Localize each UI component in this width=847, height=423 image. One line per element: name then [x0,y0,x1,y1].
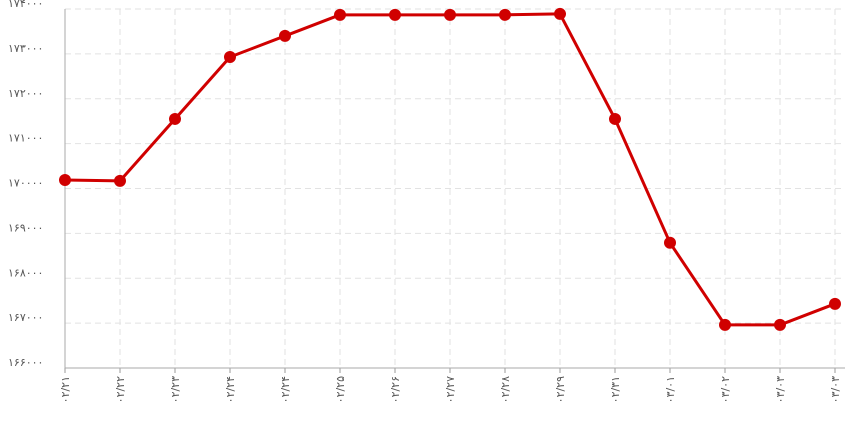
point [719,318,731,331]
x-tick-label: ۰۲/۳۱ [609,376,622,403]
x-tick-label: ۰۲/۲۹ [554,376,567,403]
x-tick-label: ۰۲/۲۲ [114,376,127,403]
y-tick-label: ۱۷۰۰۰۰ [8,177,43,190]
point [554,7,566,20]
y-tick-label: ۱۶۶۰۰۰ [8,356,43,369]
y-tick-label: ۱۶۷۰۰۰ [8,311,43,324]
x-tick-label: ۰۲/۲۸ [499,376,512,403]
point [169,112,181,125]
x-tick-label: ۰۲/۲۶ [389,376,402,403]
point [774,318,786,331]
y-tick-label: ۱۷۴۰۰۰ [8,0,43,10]
point [389,8,401,21]
x-tick-label: ۰۲/۲۳ [169,376,182,403]
point [334,8,346,21]
point [59,173,71,186]
x-tick-label: ۰۲/۲۴ [279,376,292,403]
x-tick-label: ۰۳/۰۱ [664,376,677,403]
point [444,8,456,21]
y-tick-label: ۱۶۹۰۰۰ [8,221,43,234]
y-tick-label: ۱۶۸۰۰۰ [8,266,43,279]
x-tick-label: ۰۳/۰۳ [829,376,842,403]
y-tick-label: ۱۷۱۰۰۰ [8,132,43,145]
x-tick-label: ۰۲/۲۷ [444,376,457,403]
point [664,236,676,249]
x-tick-label: ۰۳/۰۲ [719,376,732,403]
x-tick-label: ۰۲/۲۱ [59,376,72,403]
point [609,112,621,125]
x-tick-label: ۰۲/۲۵ [334,376,347,403]
point [114,174,126,187]
point [499,8,511,21]
x-tick-label: ۰۳/۰۳ [774,376,787,403]
y-tick-label: ۱۷۲۰۰۰ [8,87,43,100]
x-tick-label: ۰۲/۲۴ [224,376,237,403]
point [829,297,841,310]
point [224,51,236,64]
y-tick-label: ۱۷۳۰۰۰ [8,42,43,55]
point [279,29,291,42]
